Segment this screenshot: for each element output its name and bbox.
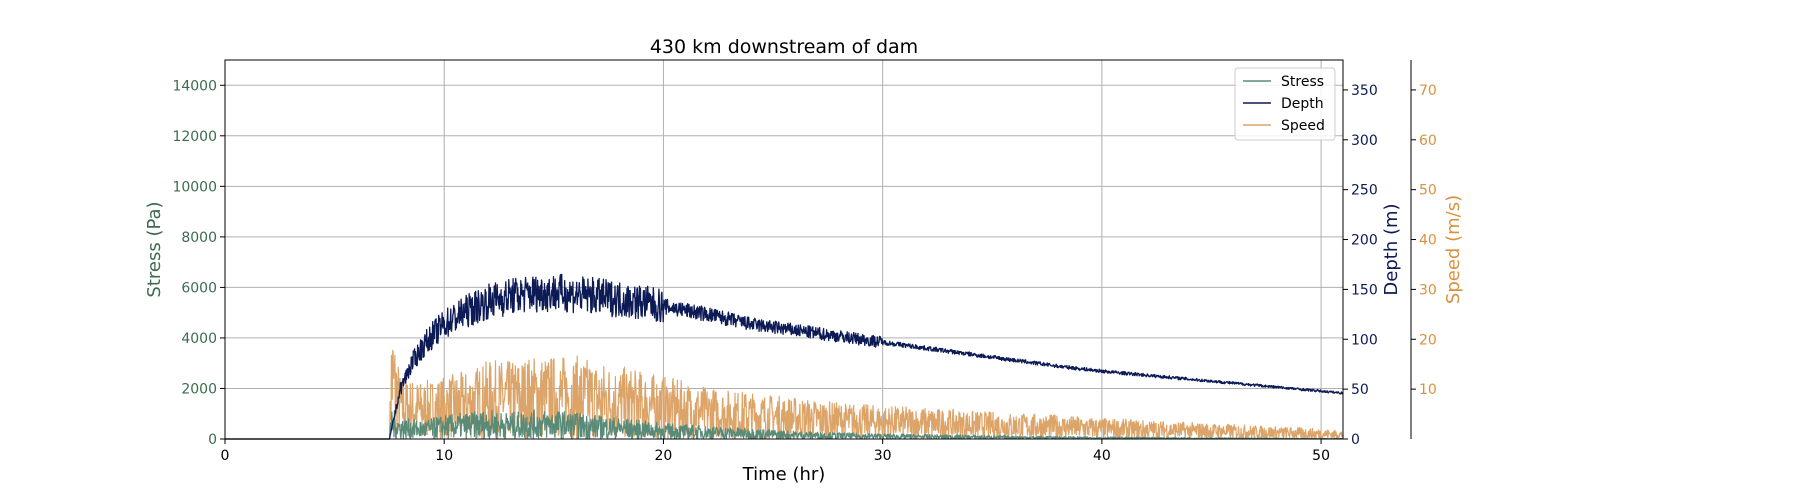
- stress-tick-label: 14000: [172, 78, 217, 94]
- speed-tick-label: 20: [1419, 332, 1437, 348]
- axes-layer: 0 10 20 30 40 5002000400060008000100001200014…: [172, 60, 1437, 464]
- x-tick-label: 10: [435, 448, 453, 464]
- x-axis-label: Time (hr): [742, 464, 826, 485]
- depth-tick-label: 350: [1351, 83, 1378, 99]
- depth-tick-label: 300: [1351, 133, 1378, 149]
- legend-label-speed: Speed: [1281, 118, 1325, 134]
- depth-tick-label: 200: [1351, 233, 1378, 249]
- depth-tick-label: 250: [1351, 183, 1378, 199]
- legend-label-stress: Stress: [1281, 74, 1324, 90]
- series-line-depth: [224, 273, 1344, 440]
- stress-tick-label: 12000: [172, 129, 217, 145]
- plot-frame: [224, 59, 1344, 440]
- x-tick-label: 20: [655, 448, 673, 464]
- series-line-speed: [224, 349, 1344, 440]
- depth-tick-label: 50: [1351, 382, 1369, 398]
- depth-tick-label: 150: [1351, 282, 1378, 298]
- speed-axis-label: Speed (m/s): [1443, 195, 1464, 304]
- speed-tick-label: 40: [1419, 233, 1437, 249]
- x-tick-label: 40: [1093, 448, 1111, 464]
- legend-box: [1234, 67, 1336, 141]
- legend: Stress Depth Speed: [1234, 67, 1336, 141]
- stress-tick-label: 8000: [181, 230, 217, 246]
- speed-tick-label: 10: [1419, 382, 1437, 398]
- x-tick-label: 50: [1312, 448, 1330, 464]
- speed-tick-label: 50: [1419, 183, 1437, 199]
- depth-axis-label: Depth (m): [1381, 203, 1402, 295]
- chart-title: 430 km downstream of dam: [650, 36, 918, 58]
- depth-tick-label: 100: [1351, 332, 1378, 348]
- speed-tick-label: 60: [1419, 133, 1437, 149]
- stress-tick-label: 2000: [181, 381, 217, 397]
- x-tick-label: 0: [221, 448, 230, 464]
- stress-tick-label: 4000: [181, 331, 217, 347]
- depth-tick-label: 0: [1351, 432, 1360, 448]
- series-layer: [224, 273, 1344, 440]
- speed-tick-label: 30: [1419, 282, 1437, 298]
- legend-label-depth: Depth: [1281, 96, 1324, 112]
- stress-tick-label: 10000: [172, 179, 217, 195]
- series-line-stress: [224, 409, 1344, 440]
- stress-tick-label: 0: [208, 432, 217, 448]
- speed-tick-label: 70: [1419, 83, 1437, 99]
- stress-axis-label: Stress (Pa): [144, 201, 165, 297]
- x-tick-label: 30: [874, 448, 892, 464]
- stress-tick-label: 6000: [181, 280, 217, 296]
